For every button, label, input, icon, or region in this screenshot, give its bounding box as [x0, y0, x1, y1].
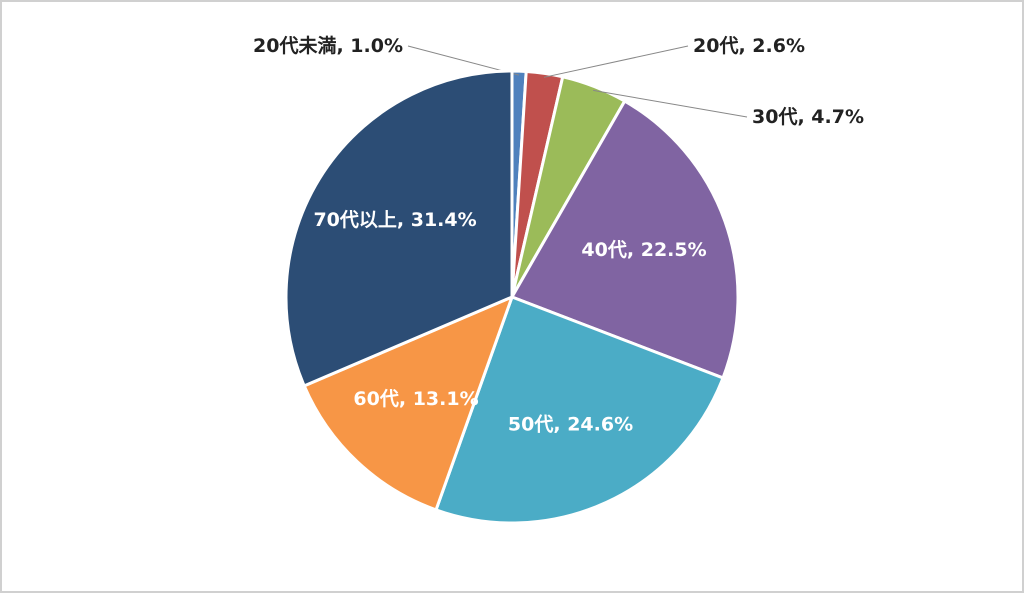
data-label: 20代, 2.6%: [693, 35, 805, 57]
category-label: 20代未満: [253, 34, 336, 57]
pie-slice: [434, 295, 725, 525]
category-label: 40代: [581, 239, 626, 261]
value-label: 4.7%: [811, 106, 864, 128]
label-separator: ,: [553, 413, 567, 435]
data-label: 20代未満, 1.0%: [253, 34, 403, 57]
leader-line: [543, 45, 689, 78]
category-label: 60代: [353, 388, 398, 410]
data-label: 60代, 13.1%: [353, 388, 478, 410]
data-label: 30代, 4.7%: [752, 106, 864, 128]
value-label: 31.4%: [411, 208, 477, 230]
leader-line: [593, 89, 748, 118]
category-label: 50代: [508, 413, 553, 435]
label-separator: ,: [738, 35, 752, 57]
label-separator: ,: [336, 35, 350, 57]
label-separator: ,: [627, 239, 641, 261]
category-label: 30代: [752, 106, 797, 128]
value-label: 24.6%: [567, 413, 633, 435]
label-separator: ,: [399, 388, 413, 410]
pie-slice: [284, 69, 514, 388]
pie-slice: [302, 294, 515, 512]
pie-slice: [509, 99, 740, 380]
data-label: 50代, 24.6%: [508, 413, 633, 435]
value-label: 13.1%: [413, 388, 479, 410]
category-label: 20代: [693, 35, 738, 57]
label-separator: ,: [797, 106, 811, 128]
category-label: 70代以上: [313, 208, 396, 230]
data-label: 40代, 22.5%: [581, 239, 706, 261]
data-label: 70代以上, 31.4%: [313, 208, 476, 230]
value-label: 2.6%: [752, 35, 805, 57]
label-separator: ,: [397, 208, 411, 230]
value-label: 1.0%: [350, 35, 403, 57]
value-label: 22.5%: [641, 239, 707, 261]
